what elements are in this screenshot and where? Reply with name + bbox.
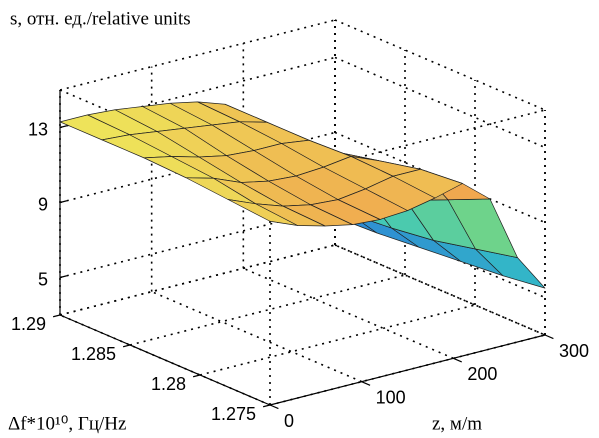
x-tick — [269, 404, 279, 410]
grid-line — [334, 131, 546, 224]
grid-line — [243, 267, 454, 360]
y-tick — [52, 314, 61, 318]
x-tick — [544, 334, 554, 340]
grid-line — [334, 206, 546, 299]
grid-line — [59, 206, 336, 279]
grid-line — [151, 290, 362, 383]
y-tick — [262, 404, 271, 408]
box-edge — [334, 244, 546, 336]
axis-line — [59, 314, 271, 406]
z-axis-label: s, отн. ед./relative units — [10, 8, 191, 29]
box-edge — [59, 19, 336, 91]
grid-line — [59, 244, 336, 316]
y-tick — [192, 374, 201, 378]
z-tick-label: 9 — [38, 194, 48, 214]
y-tick-label: 1.29 — [11, 314, 46, 334]
z-tick — [59, 200, 68, 204]
z-tick-label: 5 — [38, 269, 48, 289]
z-tick — [59, 125, 68, 129]
surface-patch — [227, 199, 298, 226]
grid-line — [199, 304, 476, 376]
box-edge — [269, 109, 546, 181]
grid-line — [334, 56, 546, 149]
grid-line — [129, 274, 406, 346]
z-tick-label: 13 — [28, 119, 48, 139]
x-tick — [453, 357, 462, 363]
x-axis-label: z, м/m — [432, 413, 482, 434]
x-tick-label: 200 — [467, 364, 497, 384]
x-tick — [361, 381, 371, 386]
grid-line — [334, 244, 546, 336]
y-tick-label: 1.275 — [211, 404, 256, 424]
y-axis-label: Δf*10¹⁰, Гц/Hz — [8, 413, 126, 434]
z-tick — [59, 275, 68, 279]
y-tick-label: 1.28 — [151, 374, 186, 394]
grid-line — [59, 56, 336, 129]
axis-line — [269, 334, 546, 406]
x-tick-label: 300 — [559, 341, 589, 361]
y-tick-label: 1.285 — [71, 344, 116, 364]
x-tick-label: 100 — [376, 387, 406, 407]
y-tick — [122, 344, 131, 348]
x-tick-label: 0 — [284, 411, 294, 431]
box-edge — [334, 19, 546, 111]
